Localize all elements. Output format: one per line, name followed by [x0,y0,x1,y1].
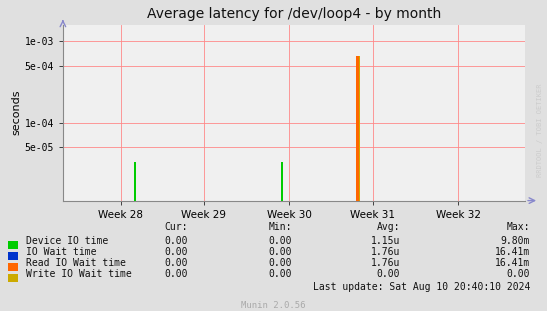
Text: 1.76u: 1.76u [371,247,400,257]
Text: 0.00: 0.00 [165,247,188,257]
Text: Device IO time: Device IO time [26,236,108,246]
Text: 0.00: 0.00 [269,269,292,279]
Text: Write IO Wait time: Write IO Wait time [26,269,132,279]
Text: 1.76u: 1.76u [371,258,400,268]
Text: 9.80m: 9.80m [501,236,530,246]
Text: Cur:: Cur: [165,222,188,232]
Text: 0.00: 0.00 [269,236,292,246]
Text: Min:: Min: [269,222,292,232]
Bar [356,56,360,201]
Text: 0.00: 0.00 [269,258,292,268]
Text: RRDTOOL / TOBI OETIKER: RRDTOOL / TOBI OETIKER [537,84,543,177]
Text: 16.41m: 16.41m [494,258,530,268]
Text: 0.00: 0.00 [507,269,530,279]
Text: 0.00: 0.00 [165,236,188,246]
Text: 16.41m: 16.41m [494,247,530,257]
Text: Munin 2.0.56: Munin 2.0.56 [241,301,306,310]
Text: 0.00: 0.00 [165,269,188,279]
Text: 0.00: 0.00 [165,258,188,268]
Title: Average latency for /dev/loop4 - by month: Average latency for /dev/loop4 - by mont… [147,7,441,21]
Bar [357,56,359,201]
Text: Avg:: Avg: [376,222,400,232]
Bar [133,162,136,201]
Text: 0.00: 0.00 [376,269,400,279]
Text: 1.15u: 1.15u [371,236,400,246]
Text: IO Wait time: IO Wait time [26,247,96,257]
Bar [282,162,283,201]
Text: 0.00: 0.00 [269,247,292,257]
Y-axis label: seconds: seconds [11,90,22,136]
Text: Read IO Wait time: Read IO Wait time [26,258,126,268]
Text: Max:: Max: [507,222,530,232]
Text: Last update: Sat Aug 10 20:40:10 2024: Last update: Sat Aug 10 20:40:10 2024 [313,282,530,292]
